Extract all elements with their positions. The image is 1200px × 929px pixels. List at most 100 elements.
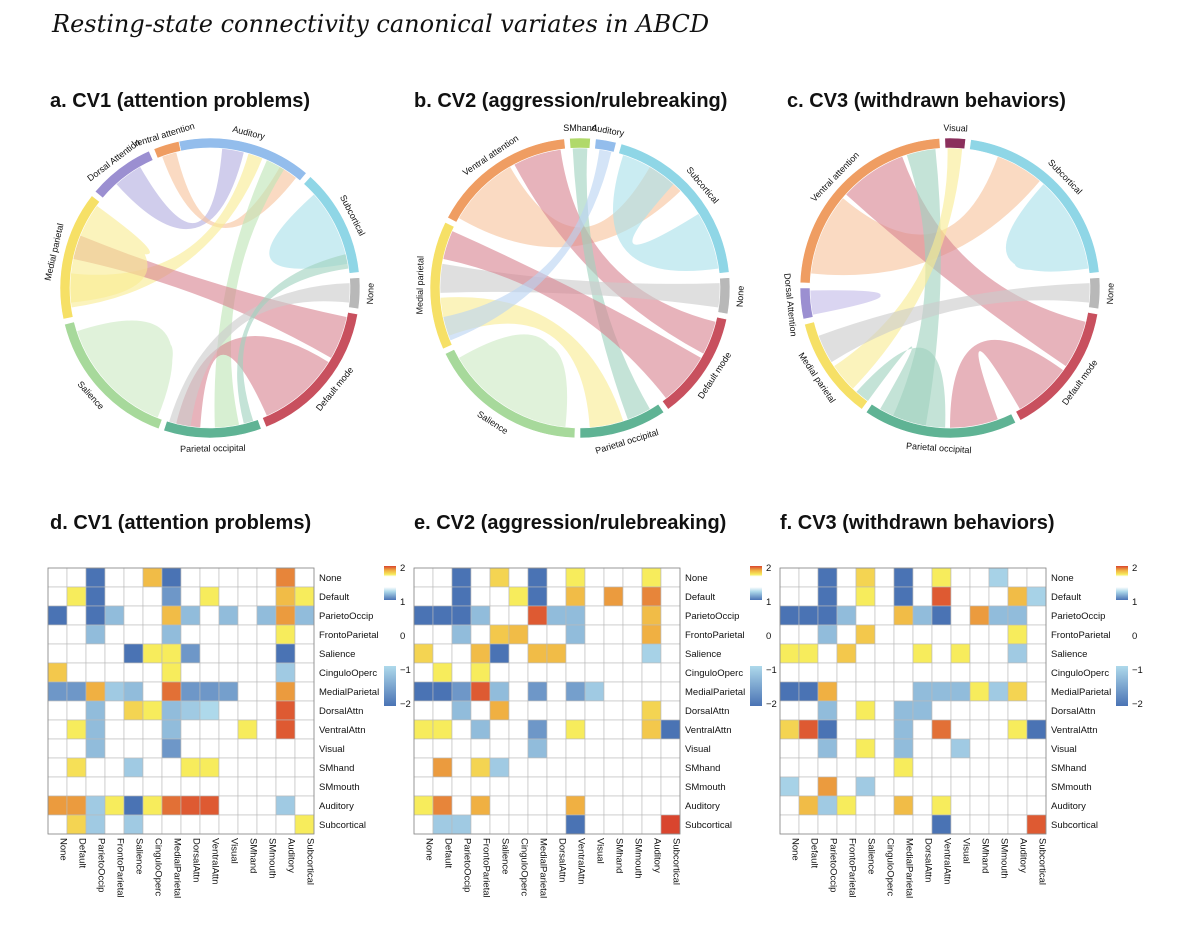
sector-parietal-occipital — [163, 419, 262, 439]
row-label-ventralattn: VentralAttn — [319, 725, 365, 736]
cell-dorsalattn-smmouth — [988, 700, 1009, 721]
sector-parietal-occipital — [865, 403, 1017, 439]
cell-none-visual — [950, 567, 971, 588]
cell-ventralattn-frontoparietal — [470, 719, 491, 740]
cell-none-visual — [218, 567, 239, 588]
col-label-medialparietal: MedialParietal — [904, 838, 915, 898]
cell-ventralattn-none — [779, 719, 800, 740]
cell-medialparietal-parietooccip — [817, 681, 838, 702]
cell-dorsalattn-smhand — [969, 700, 990, 721]
col-label-visual: Visual — [961, 838, 972, 864]
cell-medialparietal-ventralattn — [565, 681, 586, 702]
cell-auditory-frontoparietal — [104, 795, 125, 816]
cell-frontoparietal-ventralattn — [565, 624, 586, 645]
cell-auditory-none — [779, 795, 800, 816]
row-label-none: None — [1051, 573, 1074, 584]
cell-medialparietal-salience — [123, 681, 144, 702]
cell-smmouth-none — [413, 776, 434, 797]
row-label-cingulooperc: CinguloOperc — [685, 668, 743, 679]
cell-dorsalattn-dorsalattn — [546, 700, 567, 721]
col-label-visual: Visual — [229, 838, 240, 864]
sector-ventral-attention — [447, 138, 566, 223]
cell-ventralattn-dorsalattn — [546, 719, 567, 740]
sectors — [799, 137, 1101, 439]
col-label-smhand: SMhand — [248, 838, 259, 873]
cell-cingulooperc-salience — [855, 662, 876, 683]
cell-subcortical-frontoparietal — [104, 814, 125, 835]
cell-frontoparietal-salience — [855, 624, 876, 645]
cell-visual-subcortical — [660, 738, 681, 759]
col-label-ventralattn: VentralAttn — [210, 838, 221, 884]
cell-default-none — [47, 586, 68, 607]
row-label-smhand: SMhand — [685, 763, 720, 774]
cell-medialparietal-frontoparietal — [104, 681, 125, 702]
cell-parietooccip-smmouth — [988, 605, 1009, 626]
colorbar-tick: 2 — [400, 563, 405, 574]
cell-default-none — [779, 586, 800, 607]
cell-subcortical-default — [432, 814, 453, 835]
cell-smhand-dorsalattn — [546, 757, 567, 778]
cell-smhand-smmouth — [256, 757, 277, 778]
cell-cingulooperc-default — [432, 662, 453, 683]
sector-label-none: None — [365, 283, 376, 305]
cell-auditory-default — [66, 795, 87, 816]
cell-medialparietal-ventralattn — [931, 681, 952, 702]
colorbar-tick: −1 — [766, 665, 777, 676]
figure-title: Resting-state connectivity canonical var… — [52, 10, 710, 38]
cell-medialparietal-smhand — [969, 681, 990, 702]
cell-frontoparietal-parietooccip — [451, 624, 472, 645]
heatmap-cv3: None Default ParietoOccip FrontoParietal Sal… — [779, 563, 1143, 898]
cell-subcortical-visual — [218, 814, 239, 835]
sector-medial-parietal — [59, 195, 101, 320]
sectors — [59, 137, 361, 439]
colorbar-tick: −2 — [766, 699, 777, 710]
cell-salience-medialparietal — [893, 643, 914, 664]
cell-none-smhand — [603, 567, 624, 588]
cell-default-parietooccip — [451, 586, 472, 607]
col-label-frontoparietal: FrontoParietal — [115, 838, 126, 898]
col-label-frontoparietal: FrontoParietal — [481, 838, 492, 898]
sector-default-mode — [661, 316, 728, 410]
cell-smmouth-ventralattn — [931, 776, 952, 797]
cell-medialparietal-none — [413, 681, 434, 702]
cell-frontoparietal-frontoparietal — [470, 624, 491, 645]
ribbon-3 — [572, 148, 650, 420]
cell-smhand-smhand — [237, 757, 258, 778]
cell-auditory-smmouth — [622, 795, 643, 816]
cell-ventralattn-visual — [950, 719, 971, 740]
cell-parietooccip-visual — [950, 605, 971, 626]
cell-salience-frontoparietal — [836, 643, 857, 664]
cell-parietooccip-auditory — [641, 605, 662, 626]
cell-auditory-ventralattn — [199, 795, 220, 816]
cell-ventralattn-subcortical — [660, 719, 681, 740]
cell-smhand-none — [47, 757, 68, 778]
cell-frontoparietal-medialparietal — [161, 624, 182, 645]
cell-subcortical-parietooccip — [85, 814, 106, 835]
cell-default-cingulooperc — [508, 586, 529, 607]
heatmap-border — [779, 567, 1047, 835]
cell-ventralattn-none — [47, 719, 68, 740]
cell-smhand-frontoparietal — [104, 757, 125, 778]
col-label-none: None — [424, 838, 435, 861]
cell-default-cingulooperc — [874, 586, 895, 607]
col-label-default: Default — [809, 838, 820, 868]
cell-medialparietal-default — [66, 681, 87, 702]
cell-cingulooperc-ventralattn — [931, 662, 952, 683]
cell-visual-salience — [489, 738, 510, 759]
cell-parietooccip-none — [779, 605, 800, 626]
cell-visual-auditory — [641, 738, 662, 759]
cell-cingulooperc-dorsalattn — [546, 662, 567, 683]
cell-default-ventralattn — [199, 586, 220, 607]
cell-subcortical-frontoparietal — [470, 814, 491, 835]
cell-medialparietal-smhand — [603, 681, 624, 702]
cell-salience-none — [779, 643, 800, 664]
row-label-cingulooperc: CinguloOperc — [319, 668, 377, 679]
cell-default-salience — [489, 586, 510, 607]
ribbon-9 — [443, 149, 612, 341]
cell-smhand-frontoparietal — [836, 757, 857, 778]
row-label-ventralattn: VentralAttn — [685, 725, 731, 736]
cell-auditory-cingulooperc — [508, 795, 529, 816]
cell-frontoparietal-default — [432, 624, 453, 645]
ribbon-4 — [612, 154, 719, 272]
cell-dorsalattn-none — [779, 700, 800, 721]
